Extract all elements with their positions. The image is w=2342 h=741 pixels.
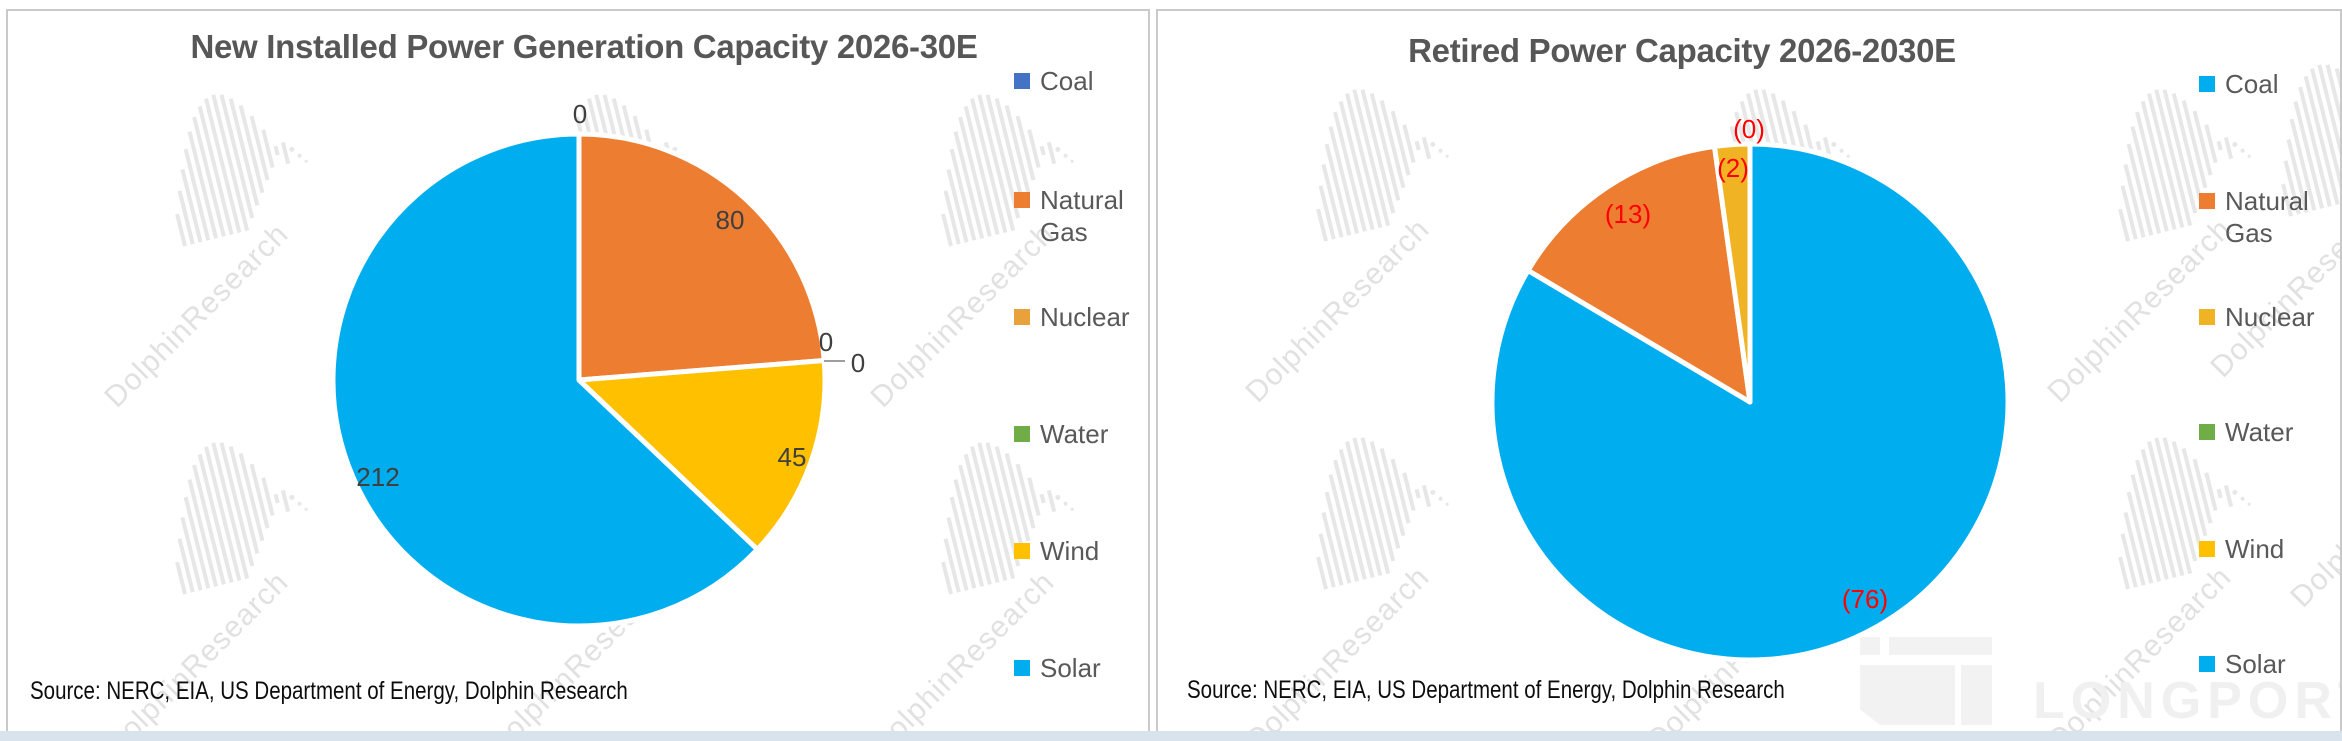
legend-swatch-icon [1014,660,1030,676]
longport-logo-icon [1860,665,1955,725]
legend-label: Coal [1040,66,1094,96]
chart-title-new-installed: New Installed Power Generation Capacity … [190,28,978,65]
longport-wordmark: LONGPORT [2033,672,2342,730]
legend-item-natural-gas: Natural Gas [2199,185,2335,249]
legend-swatch-icon [2199,76,2215,92]
legend-label: Coal [2225,69,2279,99]
legend-swatch-icon [1014,192,1030,208]
chart-panel-retired: DolphinResearch DolphinResearch DolphinRes… [1156,9,2342,733]
legend-label: Water [1040,419,1109,449]
legend-item-natural-gas: Natural Gas [1014,184,1148,248]
legend-retired: Coal Natural Gas Nuclear Water Wind Solar [1158,11,2340,731]
legend-item-solar: Solar [2199,648,2335,680]
legend-item-nuclear: Nuclear [2199,301,2335,333]
legend-label: Solar [2225,649,2286,679]
legend-label: Water [2225,417,2294,447]
legend-label: Natural Gas [1040,185,1124,247]
legend-swatch-icon [2199,193,2215,209]
legend-swatch-icon [1014,309,1030,325]
legend-item-water: Water [1014,418,1148,450]
legend-label: Nuclear [1040,302,1130,332]
legend-swatch-icon [2199,424,2215,440]
legend-item-coal: Coal [2199,68,2335,100]
legend-swatch-icon [2199,309,2215,325]
source-note: Source: NERC, EIA, US Department of Ener… [1187,676,1785,704]
legend-label: Nuclear [2225,302,2315,332]
chart-title-retired: Retired Power Capacity 2026-2030E [1408,32,1956,69]
legend-swatch-icon [1014,543,1030,559]
legend-new-installed: Coal Natural Gas Nuclear Water Wind Solar [8,11,1148,731]
chart-panel-new-installed: DolphinResearch DolphinResearch DolphinRes… [6,9,1150,733]
legend-label: Natural Gas [2225,186,2309,248]
legend-label: Wind [2225,534,2285,564]
legend-swatch-icon [2199,541,2215,557]
bottom-edge-strip [0,731,2342,741]
legend-item-water: Water [2199,416,2335,448]
longport-logo-icon [1961,665,1992,725]
legend-swatch-icon [1014,73,1030,89]
legend-item-coal: Coal [1014,65,1148,97]
source-note: Source: NERC, EIA, US Department of Ener… [30,677,628,705]
legend-label: Solar [1040,653,1101,683]
legend-item-solar: Solar [1014,652,1148,684]
legend-item-wind: Wind [2199,533,2335,565]
legend-swatch-icon [2199,656,2215,672]
legend-item-wind: Wind [1014,535,1148,567]
legend-item-nuclear: Nuclear [1014,301,1148,333]
legend-label: Wind [1040,536,1100,566]
legend-swatch-icon [1014,426,1030,442]
